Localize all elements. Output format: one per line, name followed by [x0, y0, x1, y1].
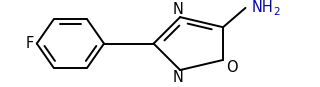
Text: NH: NH [251, 0, 273, 15]
Text: O: O [226, 60, 237, 75]
Text: N: N [173, 70, 184, 85]
Text: F: F [26, 36, 34, 51]
Text: 2: 2 [273, 7, 280, 17]
Text: N: N [173, 2, 184, 17]
